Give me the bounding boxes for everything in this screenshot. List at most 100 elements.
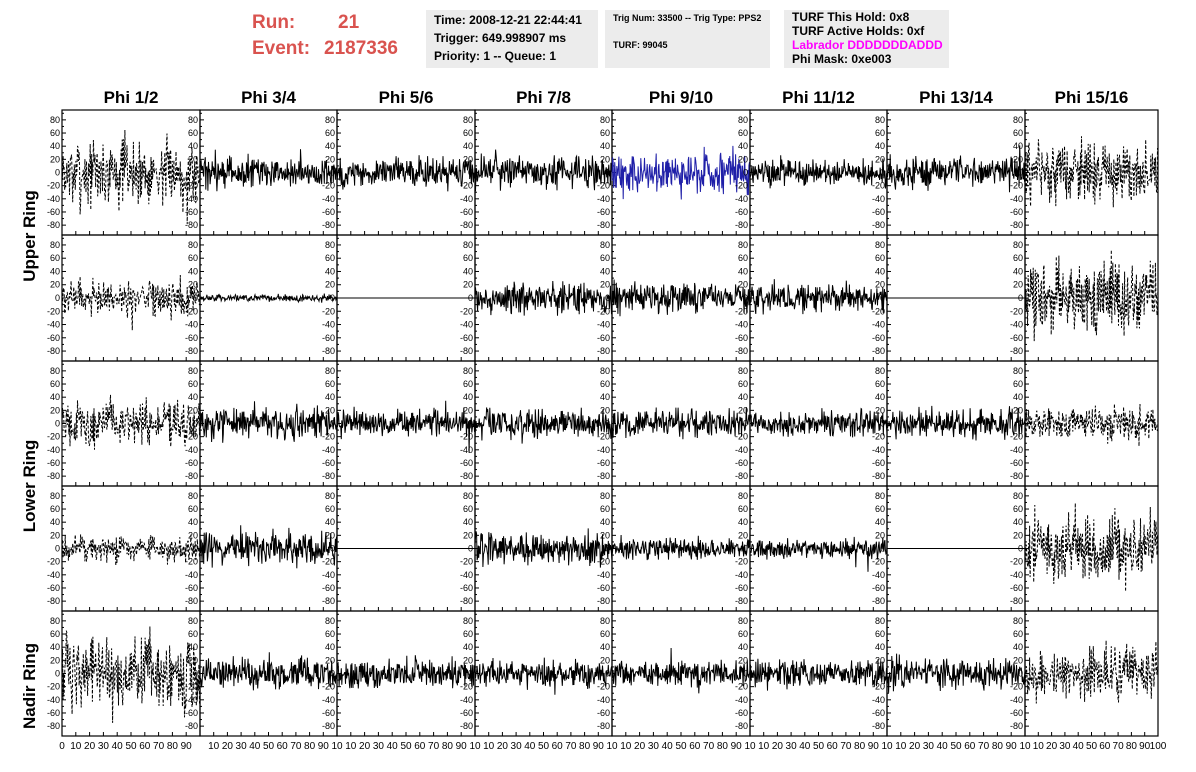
waveform-trace: [336, 400, 476, 453]
y-tick-label: 60: [463, 253, 473, 263]
y-tick-label: 40: [875, 642, 885, 652]
y-tick-label: -80: [1010, 220, 1023, 230]
y-tick-label: 0: [193, 293, 198, 303]
turf-active-holds-text: TURF Active Holds: 0xf: [792, 24, 925, 38]
y-tick-label: 80: [875, 240, 885, 250]
x-tick-label: 90: [1006, 741, 1018, 752]
waveform-trace: [61, 129, 201, 225]
y-tick-label: -60: [322, 207, 335, 217]
x-tick-label: 50: [813, 741, 825, 752]
y-tick-label: -60: [460, 458, 473, 468]
y-tick-label: 20: [875, 405, 885, 415]
trig-num-text: Trig Num: 33500 -- Trig Type: PPS2: [613, 13, 762, 23]
y-tick-label: 60: [600, 504, 610, 514]
x-tick-label: 70: [565, 741, 577, 752]
y-tick-label: -20: [597, 181, 610, 191]
y-tick-label: 80: [600, 616, 610, 626]
y-tick-label: -20: [322, 432, 335, 442]
y-tick-label: -60: [735, 333, 748, 343]
y-tick-label: 80: [325, 115, 335, 125]
y-tick-label: -80: [1010, 721, 1023, 731]
y-tick-label: -80: [47, 471, 60, 481]
x-tick-label: 40: [937, 741, 949, 752]
y-tick-label: 0: [468, 419, 473, 429]
y-tick-label: 40: [600, 266, 610, 276]
y-tick-label: -80: [460, 220, 473, 230]
y-tick-label: 60: [325, 504, 335, 514]
y-tick-label: 60: [1013, 253, 1023, 263]
waveform-trace: [1024, 249, 1159, 342]
y-tick-label: -40: [597, 695, 610, 705]
y-tick-label: 80: [50, 115, 60, 125]
y-tick-label: 40: [600, 642, 610, 652]
x-tick-label: 70: [840, 741, 852, 752]
y-tick-label: -40: [597, 194, 610, 204]
y-tick-label: 80: [463, 491, 473, 501]
x-tick-label: 20: [359, 741, 371, 752]
y-tick-label: -80: [322, 596, 335, 606]
y-tick-label: 40: [188, 517, 198, 527]
y-tick-label: -60: [597, 708, 610, 718]
event-label: Event:: [252, 38, 311, 59]
y-tick-label: -80: [47, 346, 60, 356]
y-tick-label: 80: [875, 491, 885, 501]
y-tick-label: -20: [872, 432, 885, 442]
y-tick-label: -80: [872, 471, 885, 481]
x-tick-label: 90: [731, 741, 743, 752]
waveform-trace: [61, 626, 201, 723]
y-tick-label: -80: [597, 721, 610, 731]
y-tick-label: -80: [322, 346, 335, 356]
y-tick-label: -80: [460, 471, 473, 481]
y-tick-label: -40: [872, 695, 885, 705]
y-tick-label: -20: [460, 432, 473, 442]
y-tick-label: 60: [1013, 379, 1023, 389]
x-tick-label: 0: [59, 741, 65, 752]
y-tick-label: -20: [322, 557, 335, 567]
x-tick-label: 60: [964, 741, 976, 752]
waveform-trace: [749, 658, 888, 691]
y-tick-label: 20: [50, 405, 60, 415]
y-tick-label: 40: [50, 642, 60, 652]
y-tick-label: -60: [47, 458, 60, 468]
x-tick-label: 30: [511, 741, 523, 752]
y-tick-label: 60: [600, 379, 610, 389]
x-tick-label: 10: [895, 741, 907, 752]
y-tick-label: -80: [185, 220, 198, 230]
y-tick-label: 20: [600, 280, 610, 290]
y-tick-label: 0: [330, 168, 335, 178]
x-tick-label: 10: [469, 741, 481, 752]
y-tick-label: -40: [322, 445, 335, 455]
y-tick-label: 80: [600, 240, 610, 250]
y-tick-label: -40: [1010, 320, 1023, 330]
y-tick-label: 0: [743, 544, 748, 554]
y-tick-label: 0: [743, 669, 748, 679]
y-tick-label: 60: [325, 379, 335, 389]
x-tick-label: 30: [98, 741, 110, 752]
y-tick-label: 80: [188, 491, 198, 501]
y-tick-label: 80: [188, 366, 198, 376]
y-tick-label: 60: [875, 253, 885, 263]
y-tick-label: 20: [50, 280, 60, 290]
y-tick-label: 40: [325, 517, 335, 527]
y-tick-label: -40: [460, 570, 473, 580]
x-tick-label: 20: [1046, 741, 1058, 752]
y-tick-label: 20: [325, 655, 335, 665]
y-tick-label: -40: [185, 695, 198, 705]
y-tick-label: -20: [597, 682, 610, 692]
y-tick-label: -80: [735, 220, 748, 230]
y-tick-label: 20: [188, 280, 198, 290]
y-tick-label: 0: [55, 544, 60, 554]
x-tick-label: 70: [703, 741, 715, 752]
x-tick-label: 80: [442, 741, 454, 752]
y-tick-label: 80: [738, 115, 748, 125]
y-tick-label: 60: [738, 253, 748, 263]
y-tick-label: 0: [330, 669, 335, 679]
x-tick-label: 70: [978, 741, 990, 752]
panel-frame: [474, 360, 613, 487]
run-label: Run:: [252, 12, 296, 33]
x-tick-label: 50: [263, 741, 275, 752]
y-tick-label: 0: [1018, 419, 1023, 429]
waveform-trace: [611, 534, 751, 561]
y-tick-label: -40: [460, 445, 473, 455]
